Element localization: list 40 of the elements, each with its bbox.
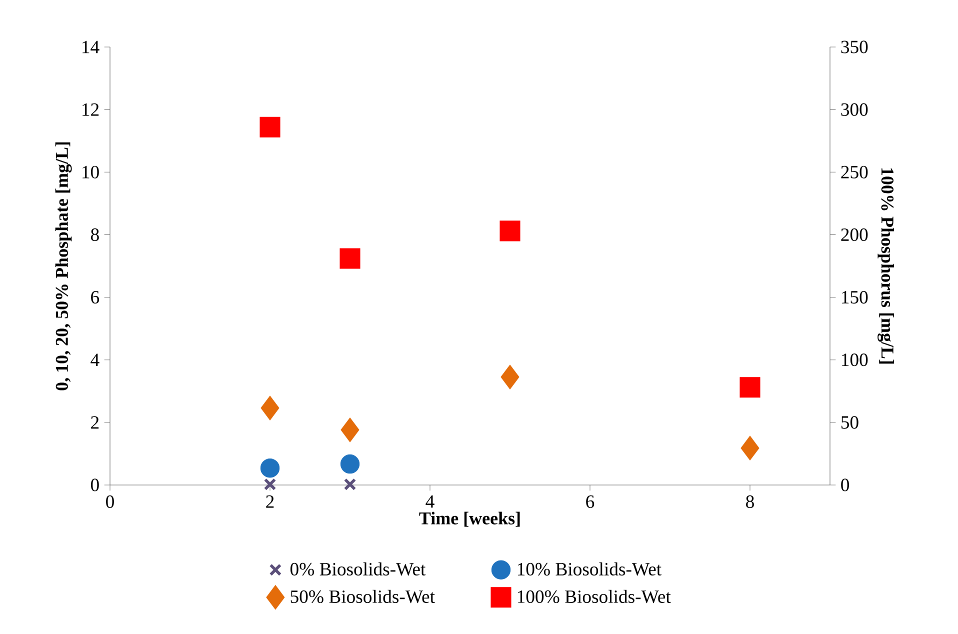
point xyxy=(500,364,520,390)
point xyxy=(340,454,360,474)
y-axis-title: 0, 10, 20, 50% Phosphate [mg/L] xyxy=(55,142,72,390)
point xyxy=(344,478,356,491)
x-tick-label: 2 xyxy=(266,495,274,508)
point xyxy=(264,478,276,491)
point xyxy=(260,458,280,478)
legend-label: 0% Biosolids-Wet xyxy=(290,562,426,576)
y-tick-label: 4 xyxy=(90,354,100,366)
y-tick-label: 2 xyxy=(91,416,99,429)
y2-tick-label: 100 xyxy=(842,354,868,366)
point xyxy=(260,396,280,420)
x-tick-label: 0 xyxy=(106,495,114,508)
x-tick-label: 6 xyxy=(586,495,594,508)
point xyxy=(260,116,280,138)
y-tick-label: 0 xyxy=(90,478,99,492)
legend-label: 50% Biosolids-Wet xyxy=(290,590,435,604)
x-tick-label: 4 xyxy=(426,495,434,508)
point xyxy=(740,436,760,460)
x-axis-title: Time [weeks] xyxy=(419,512,520,527)
y2-tick-label: 300 xyxy=(841,103,868,116)
y-tick-label: 10 xyxy=(82,166,99,178)
legend-label: 10% Biosolids-Wet xyxy=(518,562,662,576)
y2-tick-label: 150 xyxy=(842,290,868,304)
x-tick-label: 8 xyxy=(746,495,754,508)
y2-tick-label: 350 xyxy=(841,40,868,54)
y2-axis-title: 100% Phosphorus [mg/L] xyxy=(878,168,894,364)
y-tick-label: 6 xyxy=(91,291,100,304)
y2-tick-label: 50 xyxy=(841,416,858,429)
point xyxy=(340,418,360,442)
y-tick-label: 14 xyxy=(82,40,100,54)
y2-tick-label: 200 xyxy=(841,228,868,242)
y-tick-label: 8 xyxy=(90,228,99,242)
y2-tick-label: 250 xyxy=(841,166,868,178)
point xyxy=(500,220,520,242)
point xyxy=(740,377,760,398)
y-tick-label: 12 xyxy=(82,103,99,116)
legend-label: 100% Biosolids-Wet xyxy=(518,590,671,604)
y2-tick-label: 0 xyxy=(841,478,850,492)
point xyxy=(340,248,360,269)
